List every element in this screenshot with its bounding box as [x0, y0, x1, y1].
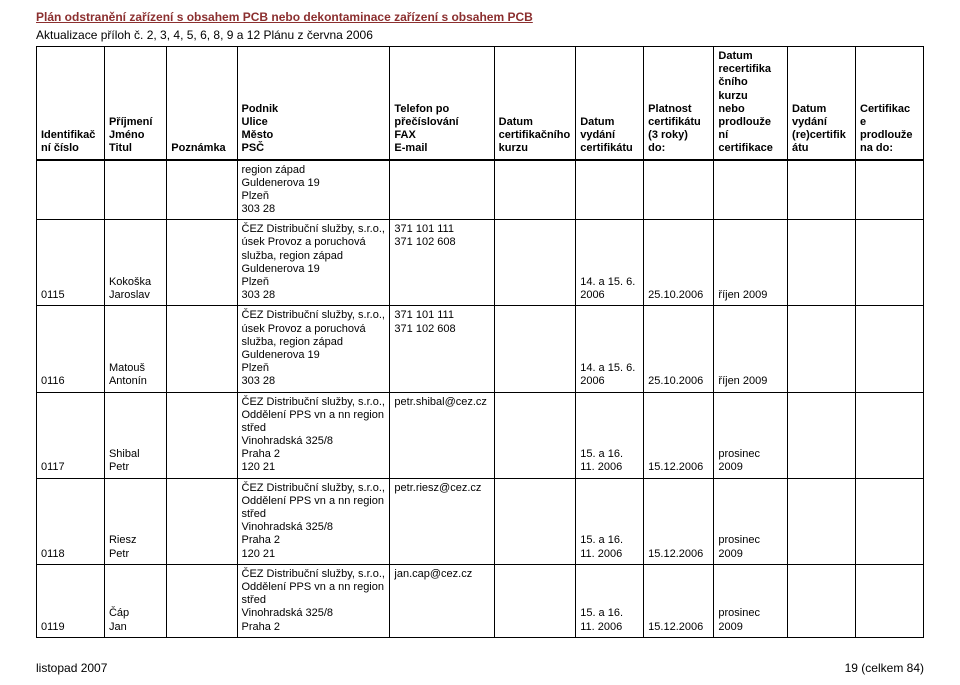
cell-c7: 15. a 16. 11. 2006 — [576, 392, 644, 478]
th-valid: Platnost certifikátu (3 roky) do: — [644, 47, 714, 160]
cell-c11 — [856, 160, 924, 220]
cell-c3 — [167, 478, 237, 564]
cell-c6 — [494, 564, 576, 637]
cell-c8: 25.10.2006 — [644, 306, 714, 392]
cell-c2: Kokoška Jaroslav — [104, 220, 166, 306]
cell-c10 — [788, 564, 856, 637]
cell-c8: 15.12.2006 — [644, 564, 714, 637]
cell-c7: 15. a 16. 11. 2006 — [576, 564, 644, 637]
th-contact: Telefon po přečíslování FAX E-mail — [390, 47, 494, 160]
th-reissue: Datum vydání (re)certifik átu — [788, 47, 856, 160]
th-extend: Certifikac e prodlouže na do: — [856, 47, 924, 160]
cell-c3 — [167, 564, 237, 637]
cell-c4: ČEZ Distribuční služby, s.r.o., úsek Pro… — [237, 220, 390, 306]
footer-left: listopad 2007 — [36, 661, 107, 675]
page-title: Plán odstranění zařízení s obsahem PCB n… — [36, 10, 924, 24]
cell-c8: 15.12.2006 — [644, 392, 714, 478]
data-table: Identifikač ní číslo Příjmení Jméno Titu… — [36, 46, 924, 638]
cell-c7: 14. a 15. 6. 2006 — [576, 220, 644, 306]
cell-c1: 0116 — [37, 306, 105, 392]
table-row: 0115Kokoška Jaroslav ČEZ Distribuční služ… — [37, 220, 924, 306]
cell-c11 — [856, 220, 924, 306]
cell-c7: 14. a 15. 6. 2006 — [576, 306, 644, 392]
cell-c1: 0117 — [37, 392, 105, 478]
cell-c2: Matouš Antonín — [104, 306, 166, 392]
cell-c1 — [37, 160, 105, 220]
table-body: region západ Guldenerova 19 Plzeň 303 28… — [37, 160, 924, 638]
th-recert: Datum recertifika čního kurzu nebo prodl… — [714, 47, 788, 160]
table-row: 0116Matouš Antonín ČEZ Distribuční služby… — [37, 306, 924, 392]
cell-c4: ČEZ Distribuční služby, s.r.o., Oddělení… — [237, 392, 390, 478]
cell-c2: Shibal Petr — [104, 392, 166, 478]
cell-c2 — [104, 160, 166, 220]
footer-right: 19 (celkem 84) — [845, 661, 924, 675]
th-name: Příjmení Jméno Titul — [104, 47, 166, 160]
cell-c1: 0119 — [37, 564, 105, 637]
cell-c10 — [788, 160, 856, 220]
cell-c8 — [644, 160, 714, 220]
cell-c10 — [788, 392, 856, 478]
cell-c5: jan.cap@cez.cz — [390, 564, 494, 637]
cell-c11 — [856, 306, 924, 392]
page: Plán odstranění zařízení s obsahem PCB n… — [0, 0, 960, 638]
cell-c7 — [576, 160, 644, 220]
page-subtitle: Aktualizace příloh č. 2, 3, 4, 5, 6, 8, … — [36, 28, 924, 42]
cell-c5 — [390, 160, 494, 220]
cell-c3 — [167, 306, 237, 392]
cell-c3 — [167, 220, 237, 306]
cell-c3 — [167, 392, 237, 478]
cell-c11 — [856, 564, 924, 637]
cell-c7: 15. a 16. 11. 2006 — [576, 478, 644, 564]
cell-c9: prosinec 2009 — [714, 478, 788, 564]
cell-c4: ČEZ Distribuční služby, s.r.o., Oddělení… — [237, 478, 390, 564]
cell-c9: prosinec 2009 — [714, 564, 788, 637]
cell-c10 — [788, 306, 856, 392]
cell-c6 — [494, 478, 576, 564]
table-row: 0117Shibal Petr ČEZ Distribuční služby, s… — [37, 392, 924, 478]
cell-c10 — [788, 220, 856, 306]
cell-c4: region západ Guldenerova 19 Plzeň 303 28 — [237, 160, 390, 220]
cell-c6 — [494, 306, 576, 392]
cell-c6 — [494, 392, 576, 478]
cell-c9: říjen 2009 — [714, 306, 788, 392]
cell-c5: 371 101 111 371 102 608 — [390, 220, 494, 306]
cell-c11 — [856, 478, 924, 564]
cell-c1: 0115 — [37, 220, 105, 306]
cell-c8: 15.12.2006 — [644, 478, 714, 564]
cell-c5: petr.shibal@cez.cz — [390, 392, 494, 478]
cell-c8: 25.10.2006 — [644, 220, 714, 306]
cell-c9: prosinec 2009 — [714, 392, 788, 478]
cell-c9: říjen 2009 — [714, 220, 788, 306]
th-note: Poznámka — [167, 47, 237, 160]
table-row: region západ Guldenerova 19 Plzeň 303 28 — [37, 160, 924, 220]
th-id: Identifikač ní číslo — [37, 47, 105, 160]
header-row: Identifikač ní číslo Příjmení Jméno Titu… — [37, 47, 924, 160]
cell-c6 — [494, 160, 576, 220]
footer: listopad 2007 19 (celkem 84) — [36, 661, 924, 675]
cell-c9 — [714, 160, 788, 220]
cell-c2: Čáp Jan — [104, 564, 166, 637]
cell-c5: 371 101 111 371 102 608 — [390, 306, 494, 392]
cell-c2: Riesz Petr — [104, 478, 166, 564]
cell-c10 — [788, 478, 856, 564]
cell-c4: ČEZ Distribuční služby, s.r.o., Oddělení… — [237, 564, 390, 637]
cell-c6 — [494, 220, 576, 306]
cell-c3 — [167, 160, 237, 220]
th-course: Datum certifikačního kurzu — [494, 47, 576, 160]
th-company: Podnik Ulice Město PSČ — [237, 47, 390, 160]
cell-c5: petr.riesz@cez.cz — [390, 478, 494, 564]
cell-c11 — [856, 392, 924, 478]
table-row: 0119Čáp Jan ČEZ Distribuční služby, s.r.o… — [37, 564, 924, 637]
cell-c1: 0118 — [37, 478, 105, 564]
th-issue: Datum vydání certifikátu — [576, 47, 644, 160]
cell-c4: ČEZ Distribuční služby, s.r.o., úsek Pro… — [237, 306, 390, 392]
table-row: 0118Riesz Petr ČEZ Distribuční služby, s.… — [37, 478, 924, 564]
